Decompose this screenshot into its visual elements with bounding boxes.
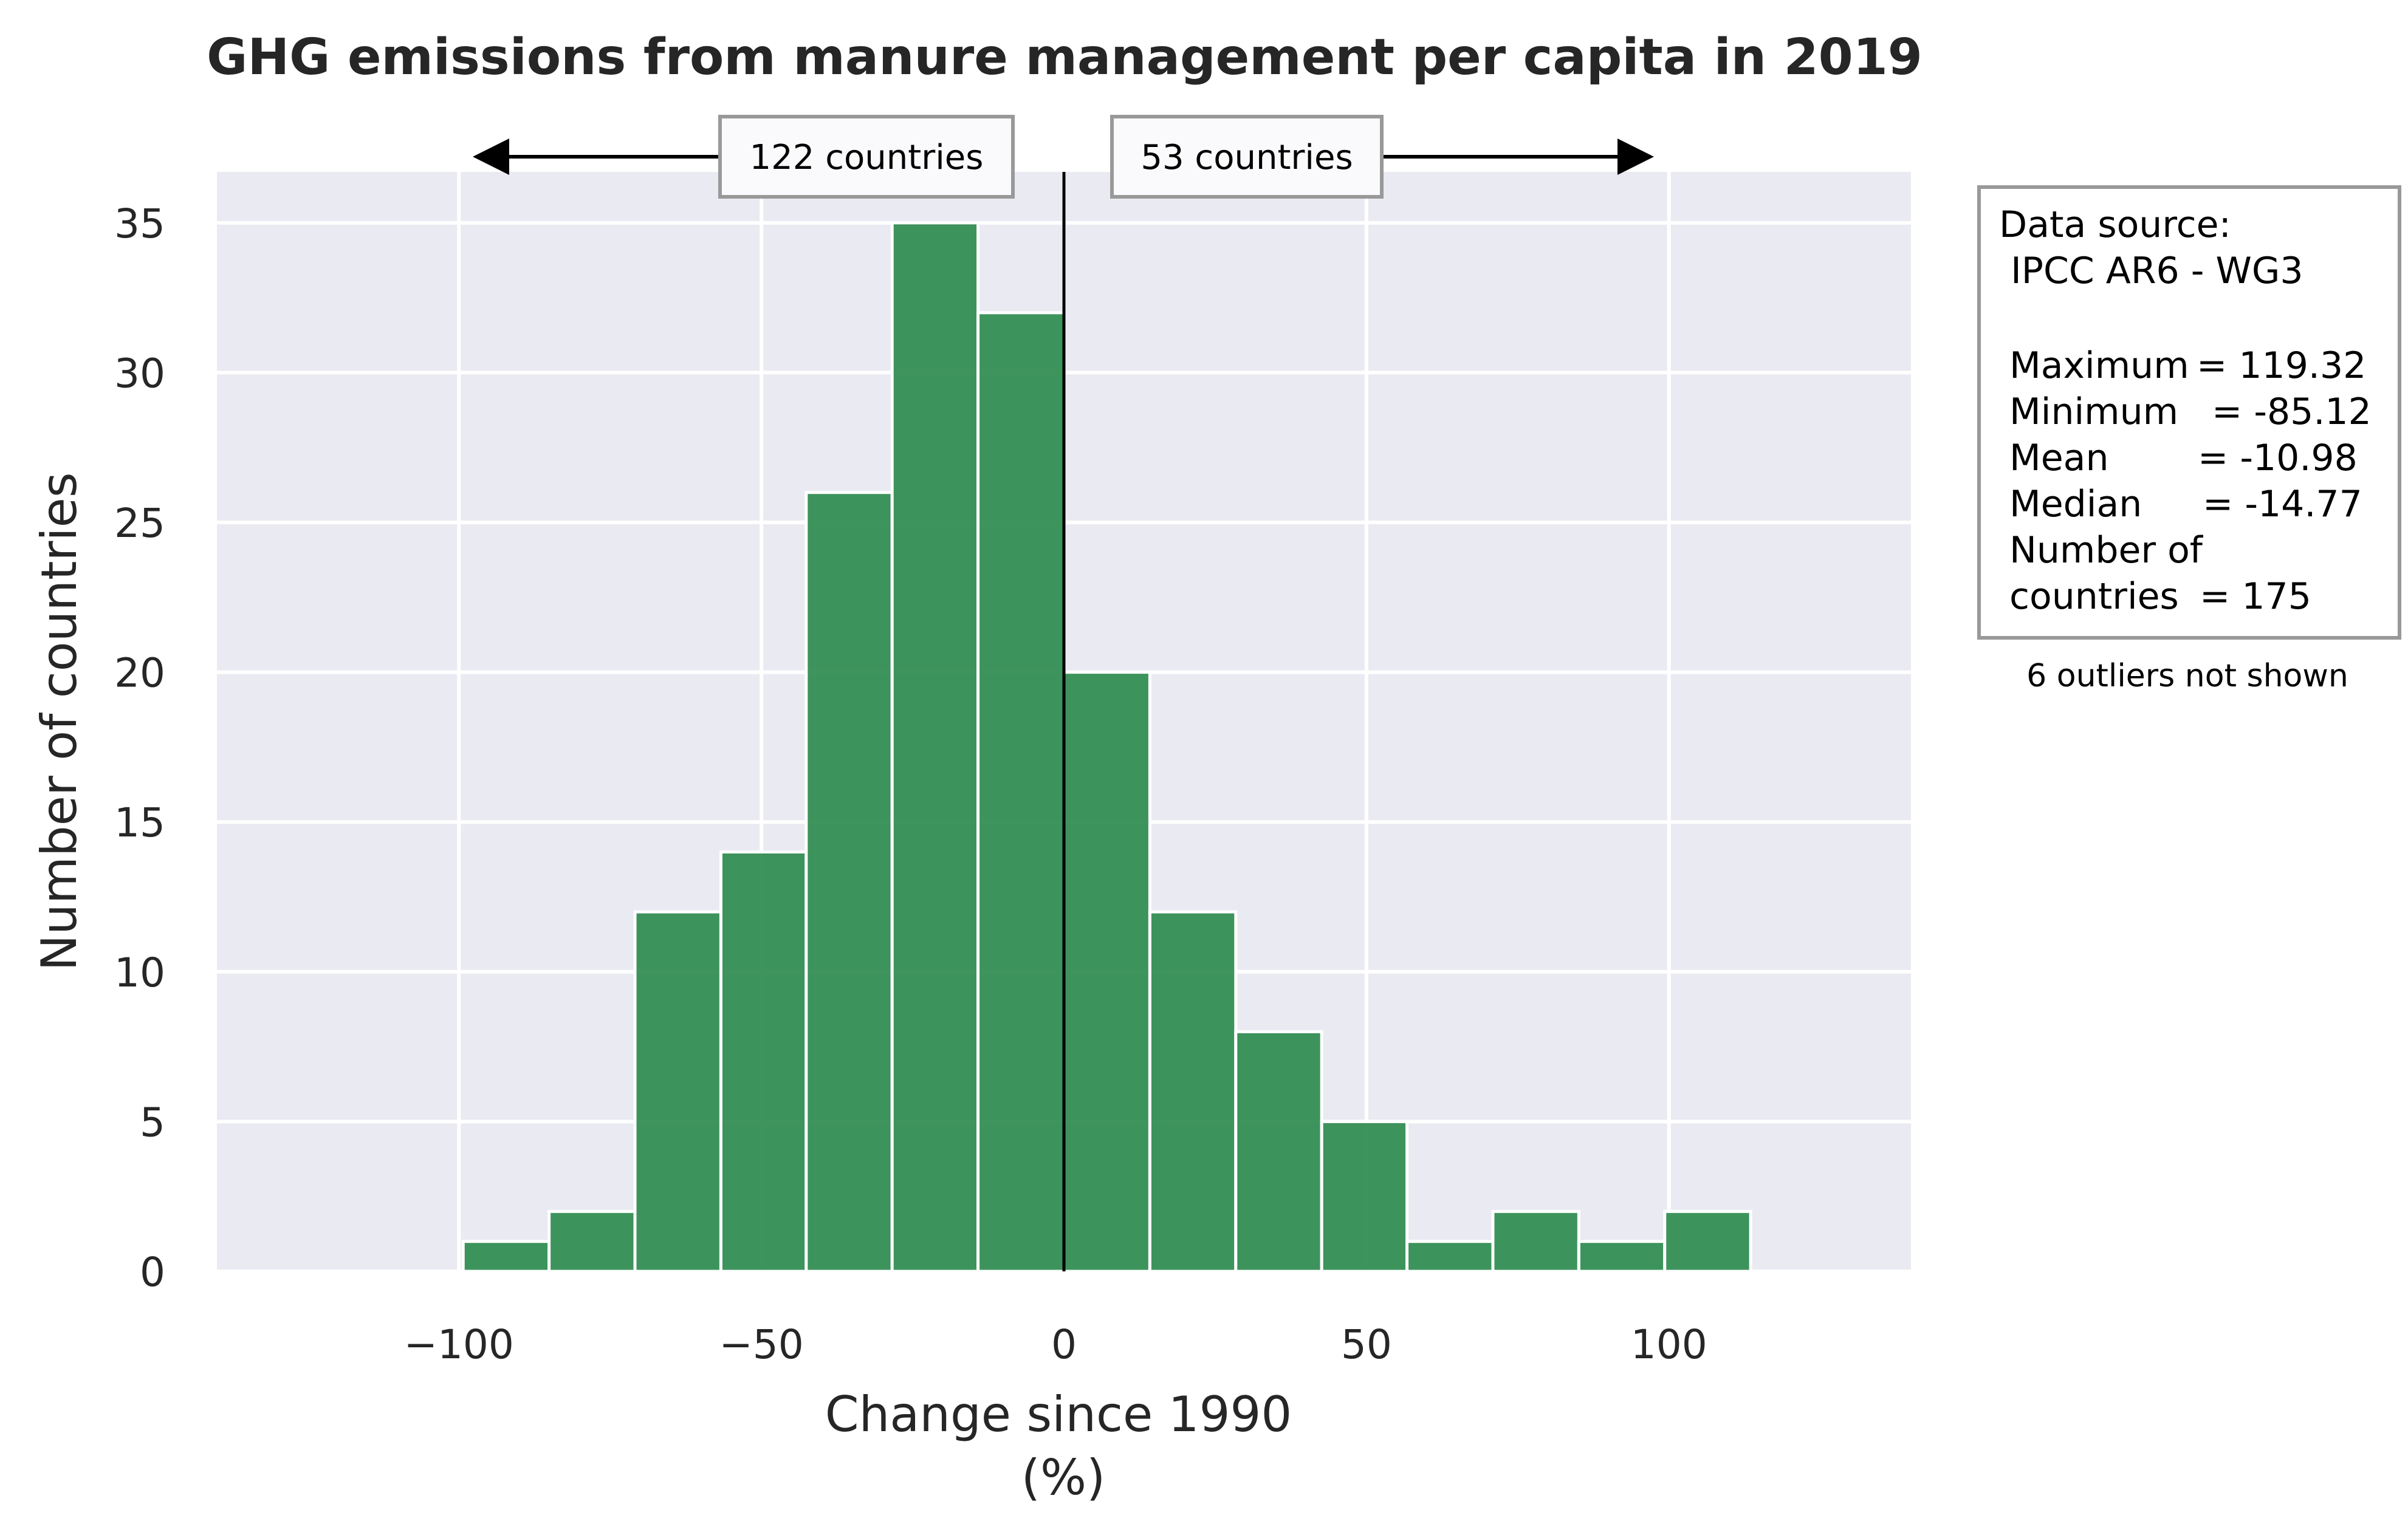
y-tick-label: 25 (114, 500, 165, 547)
stat-mean-label: Mean (2009, 437, 2108, 479)
x-tick-label: 100 (1631, 1321, 1707, 1368)
stat-mean-value: = -10.98 (2198, 437, 2358, 479)
stat-count-label-1: Number of (2009, 529, 2204, 572)
stat-minimum-label: Minimum (2009, 391, 2178, 433)
x-tick-label: 0 (1051, 1321, 1077, 1368)
y-tick-label: 35 (114, 200, 165, 247)
stat-count-value: = 175 (2200, 575, 2311, 618)
histogram-bar (1062, 671, 1151, 1273)
y-tick-label: 0 (140, 1249, 165, 1296)
left-count-label: 122 countries (750, 138, 984, 177)
x-axis-unit: (%) (1021, 1449, 1105, 1506)
y-tick-labels: 0 5 10 15 20 25 30 35 (114, 200, 165, 1296)
y-axis-label: Number of countries (31, 472, 87, 971)
right-count-box (1110, 115, 1384, 199)
histogram-bar (1320, 1120, 1409, 1273)
y-tick-label: 10 (114, 949, 165, 996)
stat-median-value: = -14.77 (2203, 483, 2362, 525)
chart-title: GHG emissions from manure management per… (207, 29, 1923, 86)
histogram-bar (1577, 1240, 1667, 1273)
histogram-bar (890, 221, 980, 1273)
x-tick-labels: −100 −50 0 50 100 (404, 1321, 1707, 1368)
histogram-bar (719, 850, 808, 1273)
info-source-label: Data source: (1999, 203, 2231, 246)
x-tick-label: −100 (404, 1321, 514, 1368)
histogram-bar (1663, 1209, 1752, 1273)
histogram-bar (633, 910, 722, 1273)
left-count-box (718, 115, 1015, 199)
y-tick-label: 15 (114, 799, 165, 846)
right-count-label: 53 countries (1141, 138, 1353, 177)
x-tick-label: −50 (719, 1321, 803, 1368)
histogram-bars (461, 221, 1752, 1273)
stat-minimum-value: = -85.12 (2212, 391, 2372, 433)
info-box (1977, 185, 2401, 640)
histogram-bar (1234, 1030, 1323, 1273)
stat-count-label-2: countries (2009, 575, 2179, 618)
x-tick-label: 50 (1341, 1321, 1392, 1368)
histogram-bar (461, 1240, 551, 1273)
y-tick-label: 5 (140, 1099, 165, 1146)
histogram-bar (1405, 1240, 1495, 1273)
y-tick-label: 20 (114, 650, 165, 697)
y-tick-label: 30 (114, 350, 165, 397)
outlier-note: 6 outliers not shown (2026, 658, 2348, 694)
histogram-bar (976, 311, 1066, 1273)
stat-median-label: Median (2009, 483, 2142, 525)
histogram-bar (547, 1209, 637, 1273)
info-source-value: IPCC AR6 - WG3 (1999, 250, 2303, 292)
stat-maximum-label: Maximum (2009, 344, 2189, 387)
histogram-bar (804, 491, 894, 1273)
x-axis-label: Change since 1990 (825, 1386, 1292, 1443)
stat-maximum-value: = 119.32 (2197, 344, 2366, 387)
histogram-bar (1491, 1209, 1580, 1273)
histogram-bar (1148, 910, 1238, 1273)
